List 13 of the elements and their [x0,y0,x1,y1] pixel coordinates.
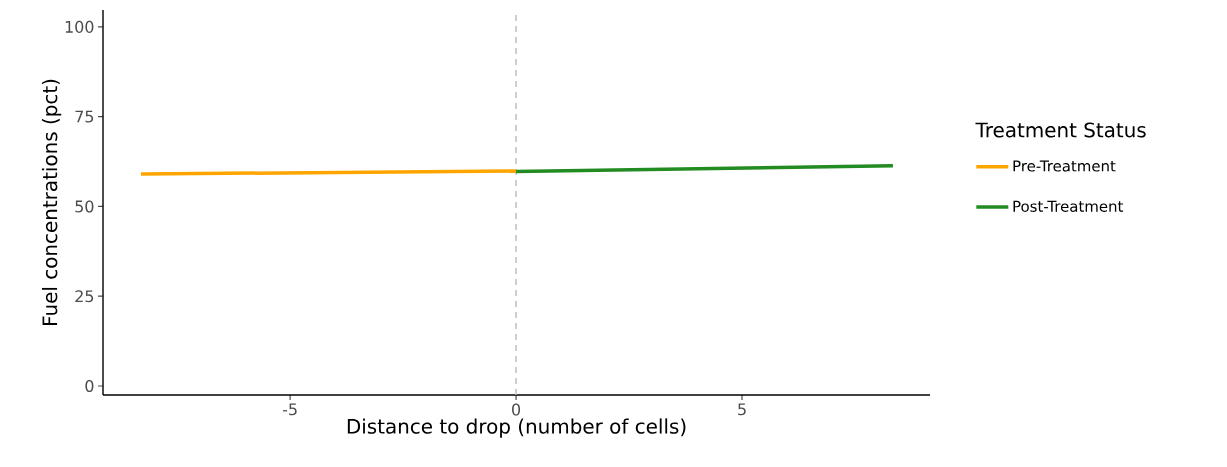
legend-title: Treatment Status [975,122,1146,138]
x-axis-title: Distance to drop (number of cells) [347,418,686,438]
legend-label: Post-Treatment [1013,200,1124,212]
legend-label: Pre-Treatment [1013,160,1116,172]
y-tick-label: 0 [85,379,94,393]
x-tick-label: 0 [512,403,521,416]
x-tick-label: -5 [282,403,297,416]
y-axis-title: Fuel concentrations (pct) [41,79,62,325]
y-tick-label: 75 [75,110,94,123]
y-tick-label: 25 [75,290,94,303]
x-tick-label: 5 [738,403,746,416]
y-tick-label: 100 [65,20,94,33]
y-tick-label: 50 [75,200,94,213]
